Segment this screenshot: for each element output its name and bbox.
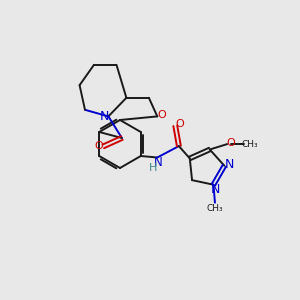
Text: N: N <box>100 110 109 123</box>
Text: N: N <box>210 183 220 196</box>
Text: O: O <box>158 110 167 120</box>
Text: CH₃: CH₃ <box>207 204 223 213</box>
Text: N: N <box>154 156 163 169</box>
Text: O: O <box>95 141 103 152</box>
Text: O: O <box>227 138 236 148</box>
Text: N: N <box>225 158 234 171</box>
Text: CH₃: CH₃ <box>242 140 259 148</box>
Text: H: H <box>149 163 157 173</box>
Text: O: O <box>176 119 184 129</box>
